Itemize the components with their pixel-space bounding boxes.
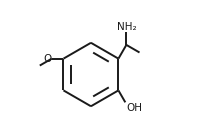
- Text: NH₂: NH₂: [117, 22, 136, 32]
- Text: OH: OH: [126, 103, 142, 113]
- Text: O: O: [43, 54, 51, 64]
